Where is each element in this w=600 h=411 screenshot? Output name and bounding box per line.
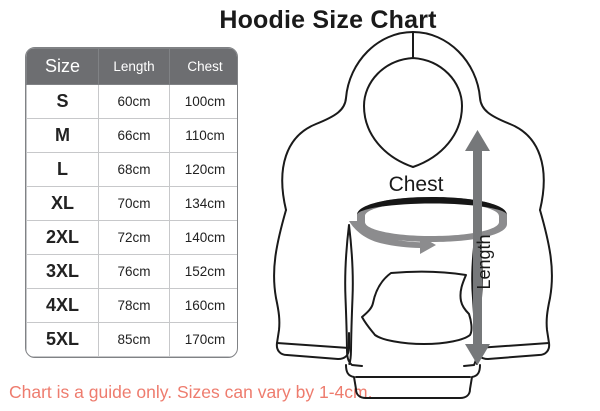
svg-text:Length: Length [474, 234, 494, 289]
svg-text:Chest: Chest [389, 173, 444, 196]
